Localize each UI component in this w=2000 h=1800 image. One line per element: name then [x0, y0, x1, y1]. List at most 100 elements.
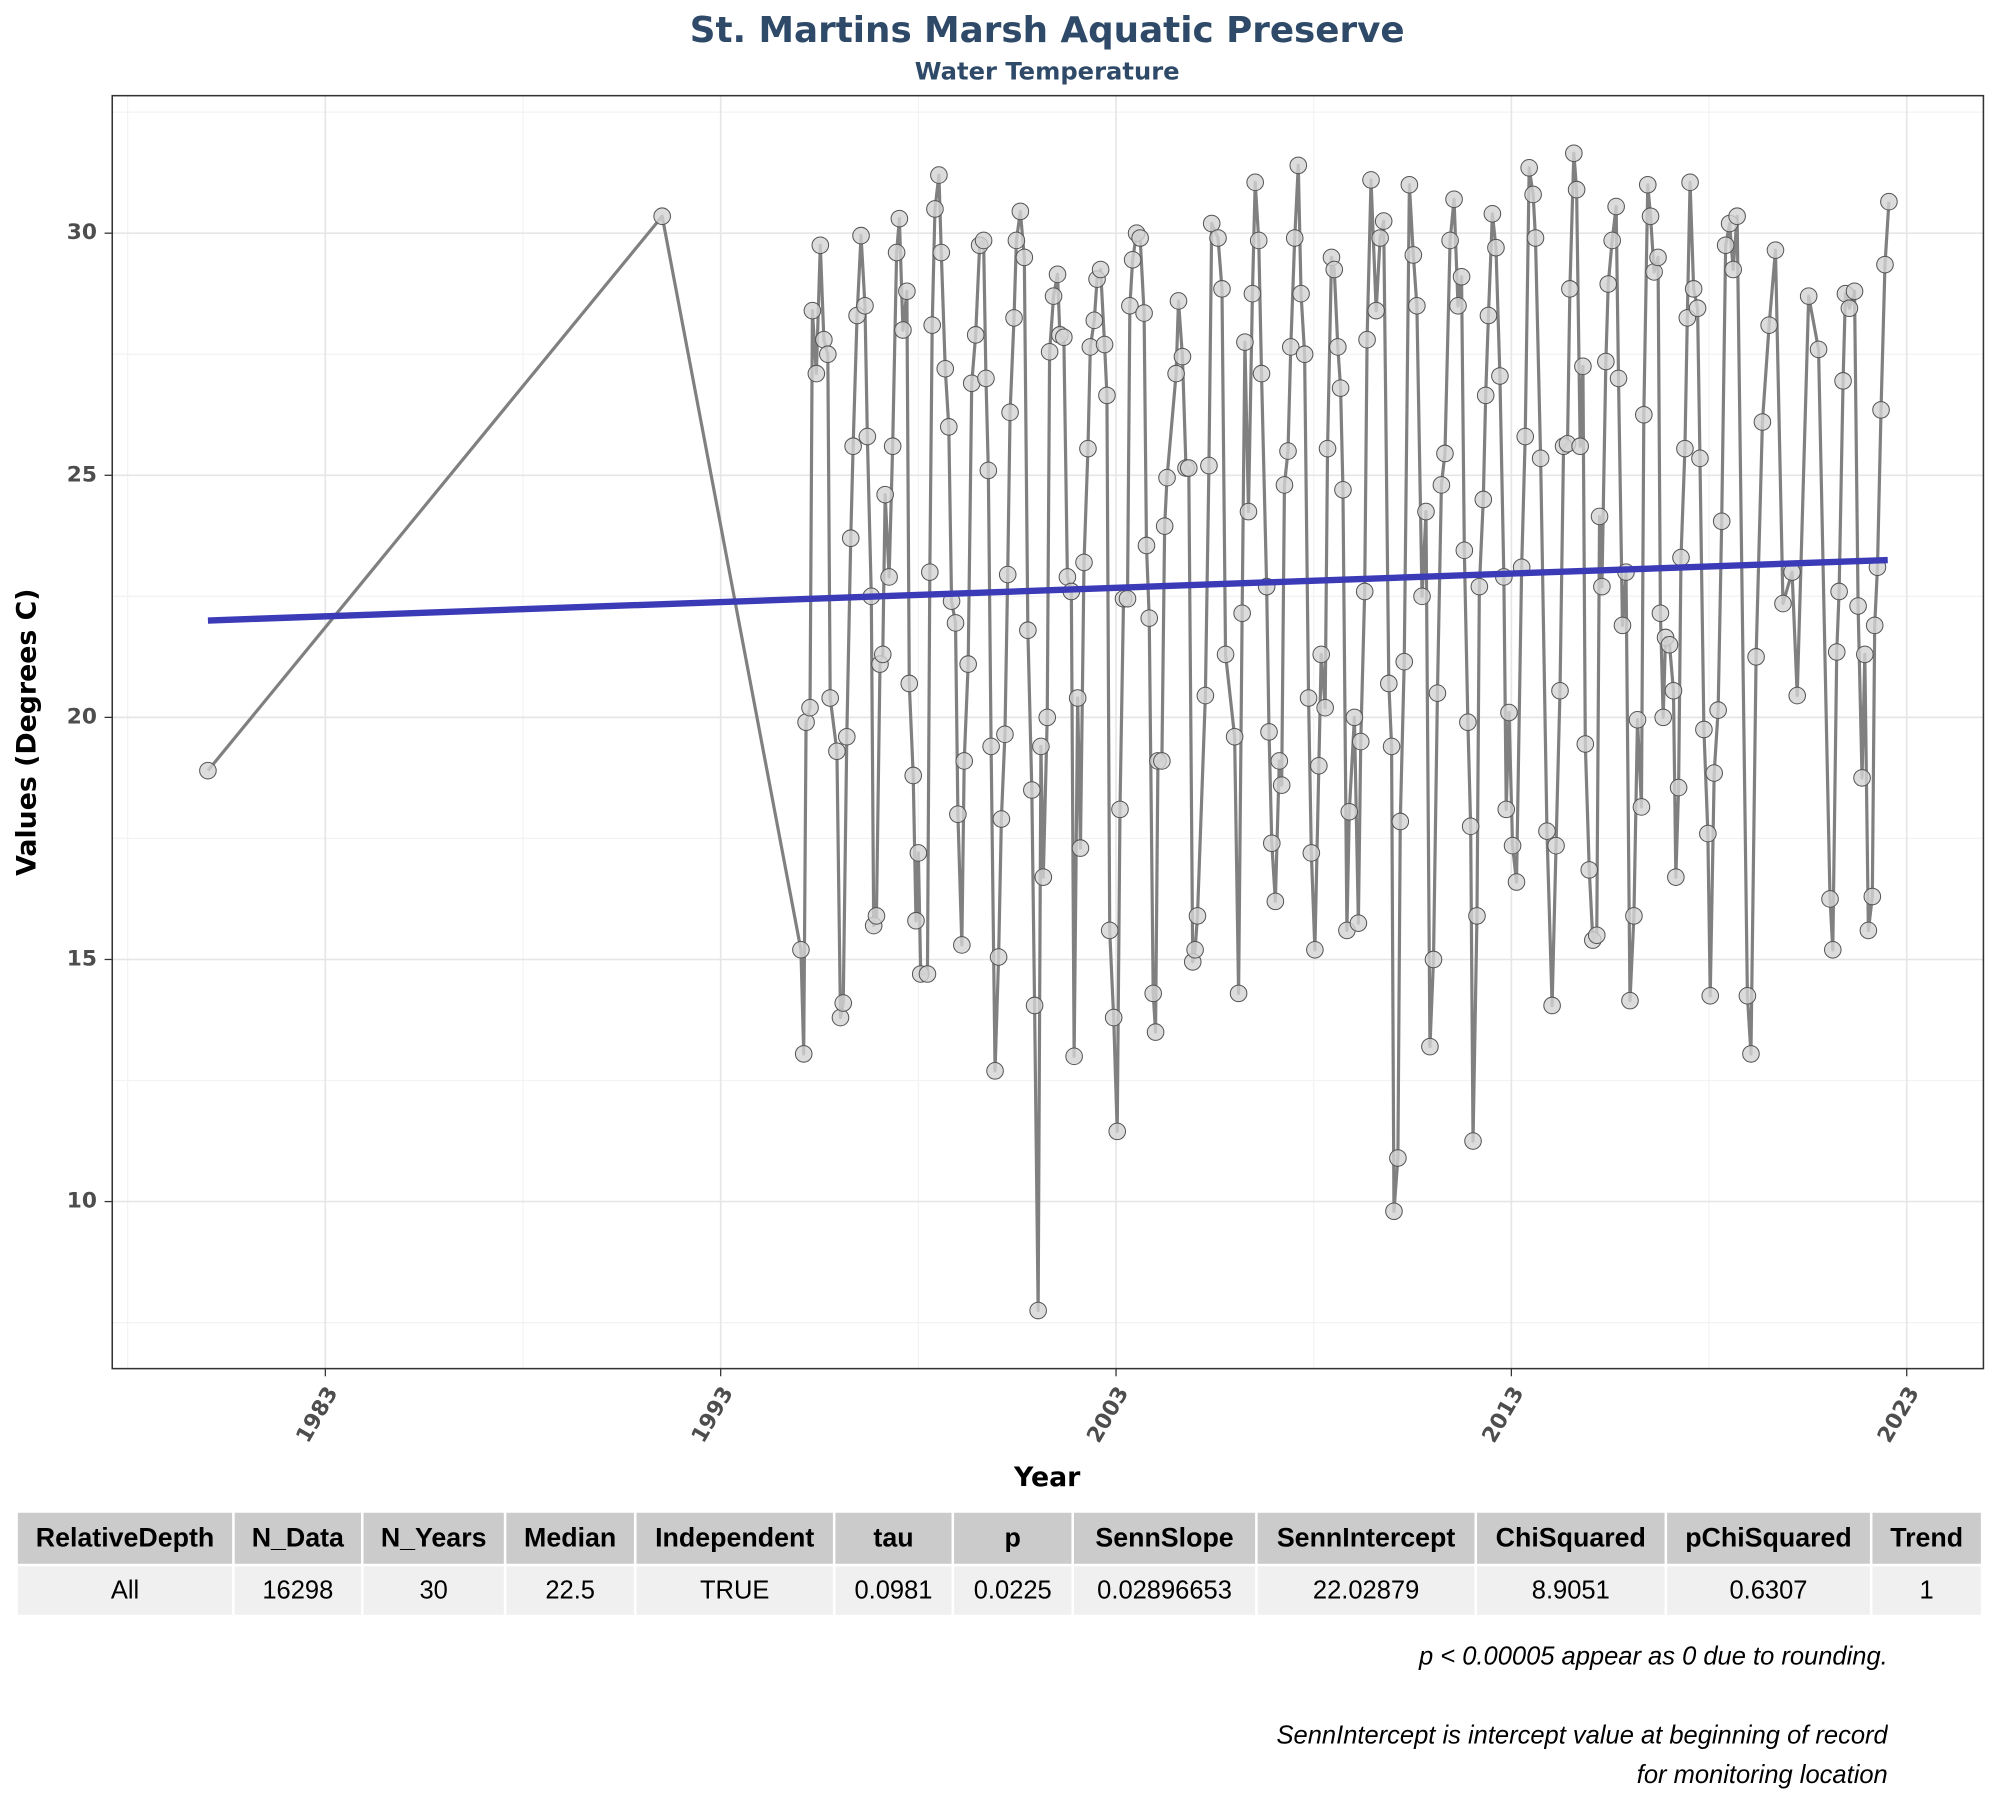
data-point	[1724, 260, 1742, 279]
data-point	[1491, 367, 1509, 385]
y-tick-label: 15	[67, 946, 97, 971]
data-point	[1121, 297, 1139, 315]
data-point	[1455, 541, 1474, 560]
data-point	[1118, 589, 1137, 608]
header-cell	[954, 1512, 1072, 1564]
data-point	[1576, 735, 1595, 753]
data-point	[1645, 263, 1663, 281]
data-point	[907, 911, 925, 930]
data-point	[1830, 582, 1848, 601]
note: SennIntercept is intercept value at begi…	[1276, 1721, 1888, 1790]
data-point	[1155, 517, 1174, 535]
data-point	[880, 568, 898, 586]
data-point	[1565, 144, 1583, 163]
data-point	[1225, 727, 1244, 746]
data-point	[1281, 338, 1300, 356]
table-cell	[1667, 1566, 1870, 1615]
data-point	[1625, 907, 1643, 925]
header-cell	[1667, 1512, 1870, 1564]
data-point	[1567, 180, 1586, 199]
data-point	[1272, 776, 1291, 794]
data-point	[1487, 238, 1505, 257]
data-point	[1436, 444, 1454, 463]
y-tick-label: 30	[67, 220, 97, 245]
data-point	[959, 655, 977, 673]
data-point	[1445, 190, 1463, 209]
data-point	[1574, 357, 1592, 376]
data-point	[1880, 192, 1898, 211]
data-point	[811, 236, 830, 255]
data-point	[1516, 427, 1535, 446]
data-point	[1417, 502, 1435, 521]
data-point	[953, 936, 971, 954]
header-cell	[1872, 1512, 1981, 1564]
data-point	[1738, 986, 1757, 1005]
data-point	[1173, 347, 1192, 366]
data-point	[1158, 468, 1176, 487]
table-cell	[1257, 1566, 1475, 1615]
data-point	[1821, 890, 1839, 908]
data-point	[1091, 260, 1110, 279]
data-point	[966, 326, 985, 344]
data-point	[1302, 844, 1321, 862]
data-point	[1262, 834, 1281, 853]
data-point	[932, 243, 951, 262]
panel-border	[111, 94, 1985, 1370]
data-point	[1144, 984, 1162, 1003]
data-point	[1310, 756, 1328, 775]
data-point	[1799, 287, 1818, 305]
data-point	[1660, 635, 1679, 654]
data-point	[852, 226, 870, 245]
data-point	[1345, 708, 1364, 727]
cell-text: 0.0225	[974, 1577, 1052, 1605]
data-point	[1597, 352, 1615, 371]
data-point	[1325, 260, 1344, 279]
data-point	[1669, 778, 1688, 797]
table-cell	[363, 1566, 504, 1615]
data-point	[653, 207, 671, 226]
data-point	[1774, 594, 1792, 613]
cell-text: TRUE	[700, 1577, 769, 1605]
note-box: SennIntercept is intercept value at begi…	[1276, 1721, 1888, 1790]
data-point	[1340, 802, 1359, 821]
data-point	[1543, 996, 1561, 1015]
data-point	[989, 948, 1008, 966]
data-point	[1135, 304, 1153, 322]
data-point	[1374, 212, 1393, 230]
data-point	[797, 713, 815, 732]
header-text: p	[1005, 1523, 1021, 1553]
cell-text: All	[111, 1577, 139, 1605]
header-cell	[636, 1512, 833, 1564]
data-point	[1503, 836, 1522, 855]
data-point	[792, 940, 810, 959]
data-point	[794, 1045, 813, 1063]
data-point	[1709, 701, 1727, 719]
data-point	[1233, 604, 1251, 623]
data-point	[1712, 512, 1731, 531]
data-point	[930, 166, 948, 184]
cell-text: 1	[1920, 1577, 1934, 1605]
cell-text: 30	[419, 1577, 447, 1605]
data-point	[1632, 798, 1651, 816]
cell-text: 22.5	[545, 1577, 595, 1605]
data-point	[1068, 689, 1087, 707]
data-point	[1351, 732, 1370, 751]
data-point	[1123, 251, 1142, 269]
header-cell	[363, 1512, 504, 1564]
data-point	[1179, 459, 1198, 477]
data-point	[996, 725, 1014, 744]
table-cell	[506, 1566, 634, 1615]
data-point	[939, 418, 958, 436]
data-point	[1236, 333, 1254, 351]
data-point	[883, 437, 902, 456]
y-tick-label: 25	[67, 462, 97, 487]
data-point	[1500, 703, 1518, 722]
data-point	[1367, 301, 1385, 320]
data-point	[1766, 241, 1785, 259]
data-point	[1299, 689, 1318, 707]
header-text: Trend	[1890, 1523, 1963, 1553]
data-point	[1275, 476, 1294, 494]
data-point	[1654, 708, 1672, 727]
data-point	[821, 689, 839, 707]
data-point	[1590, 507, 1609, 526]
